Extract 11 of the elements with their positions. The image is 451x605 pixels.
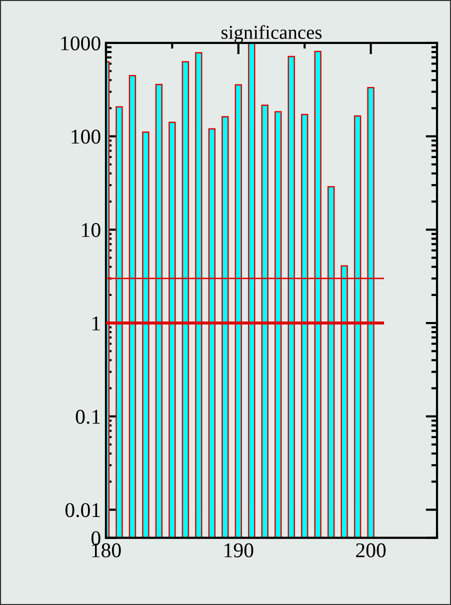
x-tick-label: 180 [92,543,121,558]
y-tick-label: 10 [82,223,100,238]
chart-title: significances [222,25,322,43]
y-tick-label: 1000 [61,36,100,50]
y-tick-label: 0 [92,531,100,546]
y-tick-label: 100 [72,130,100,144]
x-tick-label: 190 [224,543,254,558]
y-tick-label: 1 [92,316,100,330]
y-tick-label: 0.01 [65,503,100,518]
y-tick-label: 0.1 [76,410,100,424]
x-tick-label: 200 [356,543,386,558]
